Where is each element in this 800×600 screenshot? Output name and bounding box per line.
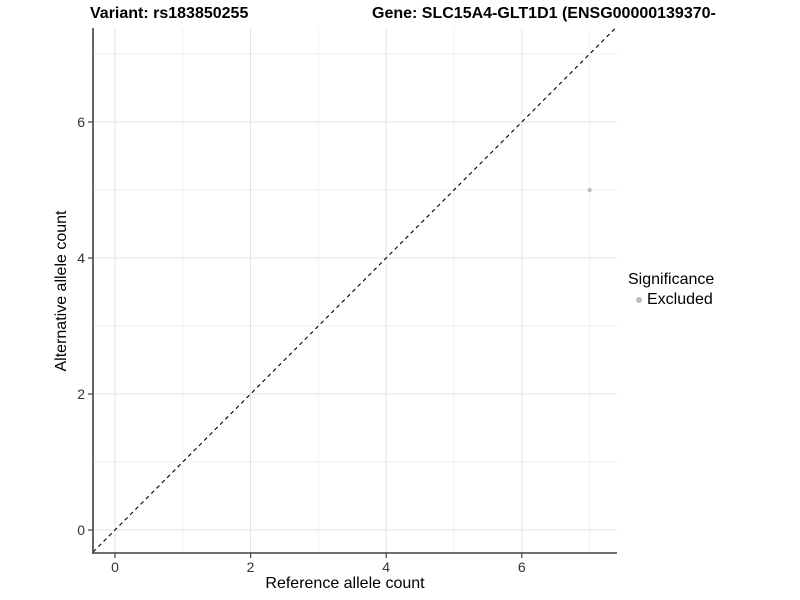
x-tick-label: 0 — [111, 559, 119, 575]
y-tick-label: 2 — [77, 386, 85, 402]
y-tick-label: 4 — [77, 250, 85, 266]
y-tick-label: 6 — [77, 114, 85, 130]
x-tick-label: 2 — [247, 559, 255, 575]
excluded-point-icon — [636, 297, 642, 303]
x-axis-title: Reference allele count — [265, 575, 425, 592]
x-tick-label: 4 — [382, 559, 390, 575]
legend-title: Significance — [628, 271, 715, 288]
variant-title: Variant: rs183850255 — [90, 5, 249, 22]
legend: Significance Excluded — [628, 271, 714, 309]
legend-item-excluded: Excluded — [628, 291, 714, 309]
x-tick-label: 6 — [518, 559, 526, 575]
gene-title: Gene: SLC15A4-GLT1D1 (ENSG00000139370- — [372, 5, 716, 22]
y-axis-title: Alternative allele count — [53, 210, 70, 372]
data-point — [587, 187, 592, 193]
legend-item-label: Excluded — [647, 291, 713, 308]
identity-reference-line — [92, 27, 616, 553]
y-tick-label: 0 — [77, 522, 85, 538]
